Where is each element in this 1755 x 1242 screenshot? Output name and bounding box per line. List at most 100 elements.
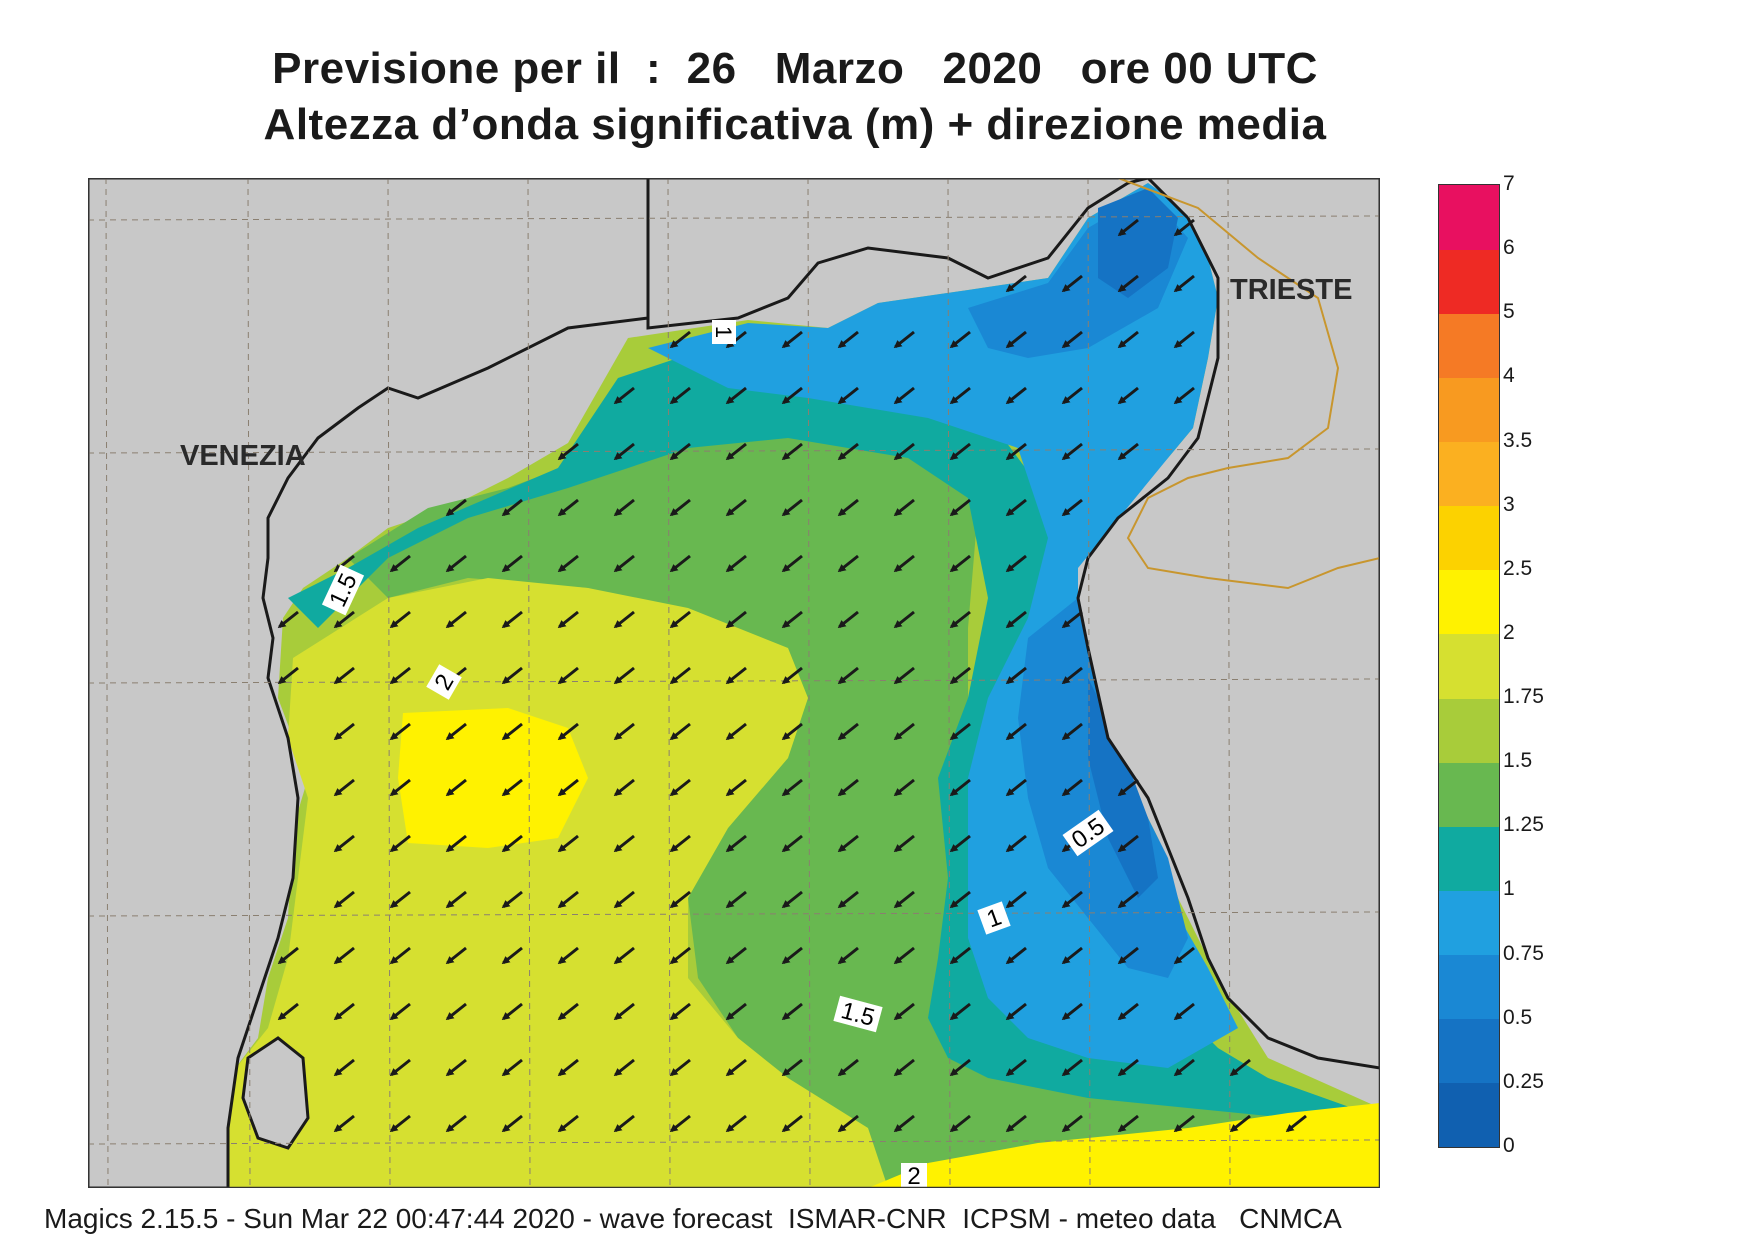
direction-arrow [669,554,691,573]
band-2-west [398,708,588,848]
direction-arrow [501,778,523,797]
direction-arrow [613,778,635,797]
direction-arrow [1117,442,1139,461]
direction-arrow [781,722,803,741]
direction-arrow [669,386,691,405]
direction-arrow [501,722,523,741]
direction-arrow [725,666,747,685]
direction-arrow [389,890,411,909]
direction-arrow [1061,498,1083,517]
direction-arrow [1117,778,1139,797]
colorbar-label: 5 [1503,300,1515,324]
direction-arrow [781,890,803,909]
grid-meridian [1227,178,1231,1188]
colorbar-segment [1439,441,1499,507]
direction-arrow [725,386,747,405]
direction-arrow [669,1002,691,1021]
direction-arrow [893,442,915,461]
direction-arrow [1005,442,1027,461]
direction-arrow [389,834,411,853]
direction-arrow [725,442,747,461]
direction-arrow [613,610,635,629]
direction-arrow [781,1114,803,1133]
land-south-west-island [241,1036,310,1150]
direction-arrow [949,946,971,965]
direction-arrow [1061,274,1083,293]
colorbar-segment [1439,890,1499,956]
direction-arrow [389,666,411,685]
direction-arrow [501,834,523,853]
direction-arrow [613,890,635,909]
colorbar-label: 1.5 [1503,749,1533,773]
direction-arrow [445,1114,467,1133]
colorbar-segment [1439,377,1499,443]
direction-arrow [501,610,523,629]
direction-arrow [781,330,803,349]
direction-arrow [613,834,635,853]
direction-arrow [1117,274,1139,293]
direction-arrow [501,946,523,965]
colorbar-segment [1439,762,1499,827]
direction-arrow [333,666,355,685]
direction-arrow [1117,834,1139,853]
direction-arrow [949,1114,971,1133]
grid-meridian [105,178,109,1188]
direction-arrow [613,498,635,517]
direction-arrow [1005,1002,1027,1021]
direction-arrow [333,1114,355,1133]
direction-arrow [893,946,915,965]
direction-arrow [781,386,803,405]
direction-arrow [389,778,411,797]
direction-arrow [949,834,971,853]
direction-arrow [781,554,803,573]
grid-meridian [667,178,671,1188]
direction-arrow [781,1002,803,1021]
direction-arrow [613,1002,635,1021]
colorbar-label: 7 [1503,172,1515,195]
contour-label-1-north: 1 [711,326,736,338]
colorbar-label: 1.75 [1503,685,1544,709]
direction-arrow [1061,946,1083,965]
direction-arrow [1005,498,1027,517]
direction-arrow [949,442,971,461]
direction-arrow [1061,666,1083,685]
direction-arrow [1173,946,1195,965]
band-0-25 [1088,188,1178,898]
direction-arrow [557,778,579,797]
direction-arrow [445,1002,467,1021]
direction-arrow [669,442,691,461]
direction-arrow [557,1114,579,1133]
direction-arrow [1005,666,1027,685]
direction-arrow [333,946,355,965]
grid-meridian [947,178,951,1188]
direction-arrow [893,722,915,741]
direction-arrow [333,1002,355,1021]
direction-arrow [1005,834,1027,853]
direction-arrow [837,722,859,741]
grid-meridian [527,178,531,1188]
direction-arrow [893,778,915,797]
direction-arrow [725,834,747,853]
map-grid [88,178,1380,1188]
direction-arrow [837,666,859,685]
direction-arrow [333,890,355,909]
direction-arrow [333,1058,355,1077]
direction-arrow [781,610,803,629]
direction-arrow [613,442,635,461]
direction-arrow [949,610,971,629]
land-italy-west [88,178,650,1188]
direction-arrow [725,778,747,797]
direction-arrow [1229,1058,1251,1077]
direction-arrow [277,610,299,629]
direction-arrow [949,890,971,909]
direction-arrow [725,498,747,517]
direction-arrow [501,1058,523,1077]
grid-meridian [807,178,811,1188]
direction-arrow [333,778,355,797]
direction-arrow [1061,442,1083,461]
title-line-1: Previsione per il : 26 Marzo 2020 ore 00… [272,44,1318,93]
border-line [1117,178,1380,590]
direction-arrow [1117,946,1139,965]
city-label-venezia: VENEZIA [180,440,306,472]
direction-arrow [613,1058,635,1077]
